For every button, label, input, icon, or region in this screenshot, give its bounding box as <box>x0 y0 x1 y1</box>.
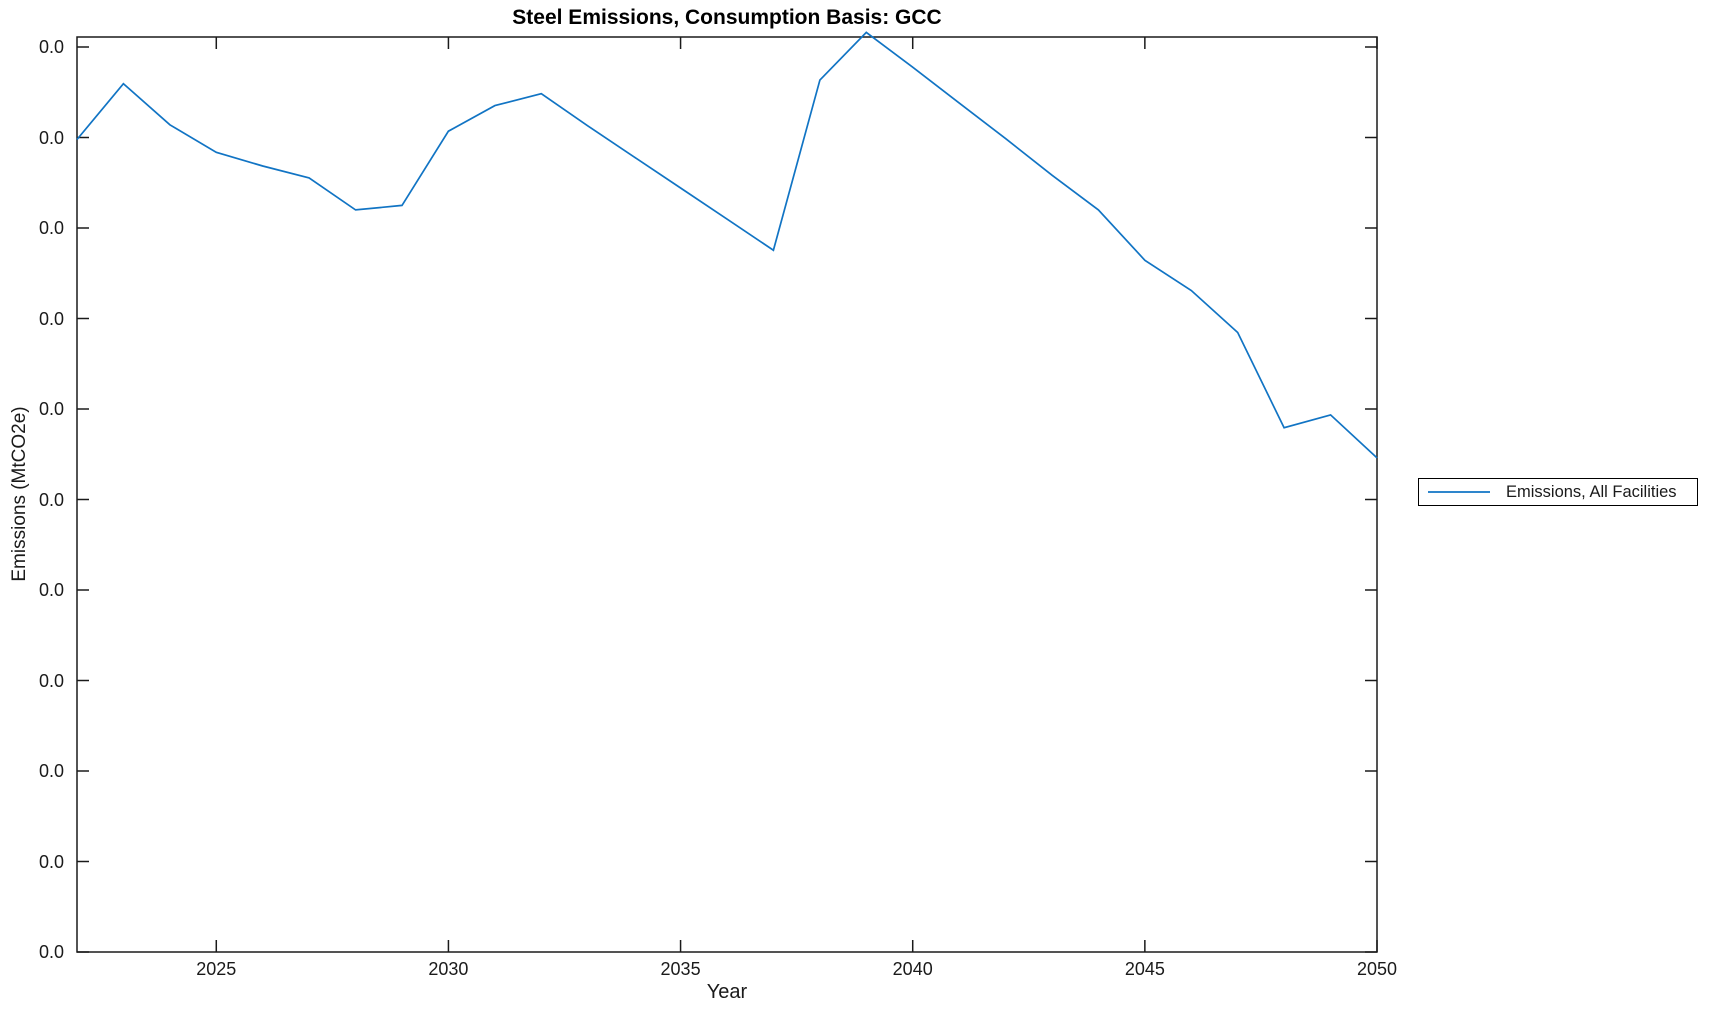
legend-label: Emissions, All Facilities <box>1506 482 1677 501</box>
y-axis-label: Emissions (MtCO2e) <box>9 406 30 582</box>
x-tick-label: 2030 <box>428 959 469 979</box>
y-tick-label: 0.0 <box>38 851 64 872</box>
x-tick-label: 2050 <box>1356 959 1398 979</box>
legend-line-sample <box>1428 491 1490 493</box>
x-tick-label: 2040 <box>892 959 933 979</box>
y-tick-label: 0.0 <box>38 37 64 57</box>
y-tick-label: 0.0 <box>38 489 64 510</box>
axis-box <box>76 36 1378 953</box>
y-tick-label: 0.0 <box>38 127 64 148</box>
x-tick-label: 2045 <box>1124 959 1165 979</box>
x-tick-label: 2025 <box>196 959 237 979</box>
legend: Emissions, All Facilities <box>1418 478 1698 506</box>
y-tick-label: 0.0 <box>38 308 64 329</box>
y-tick-label: 0.0 <box>38 399 64 419</box>
chart-title: Steel Emissions, Consumption Basis: GCC <box>512 6 942 29</box>
x-tick-label: 2035 <box>660 959 701 979</box>
x-axis-label: Year <box>706 981 748 1003</box>
y-tick-label: 0.0 <box>38 670 64 691</box>
y-tick-label: 0.0 <box>38 942 64 962</box>
y-tick-label: 0.0 <box>38 218 64 238</box>
emissions-line <box>76 31 1378 459</box>
y-tick-label: 0.0 <box>38 580 64 600</box>
y-tick-label: 0.0 <box>38 761 64 781</box>
